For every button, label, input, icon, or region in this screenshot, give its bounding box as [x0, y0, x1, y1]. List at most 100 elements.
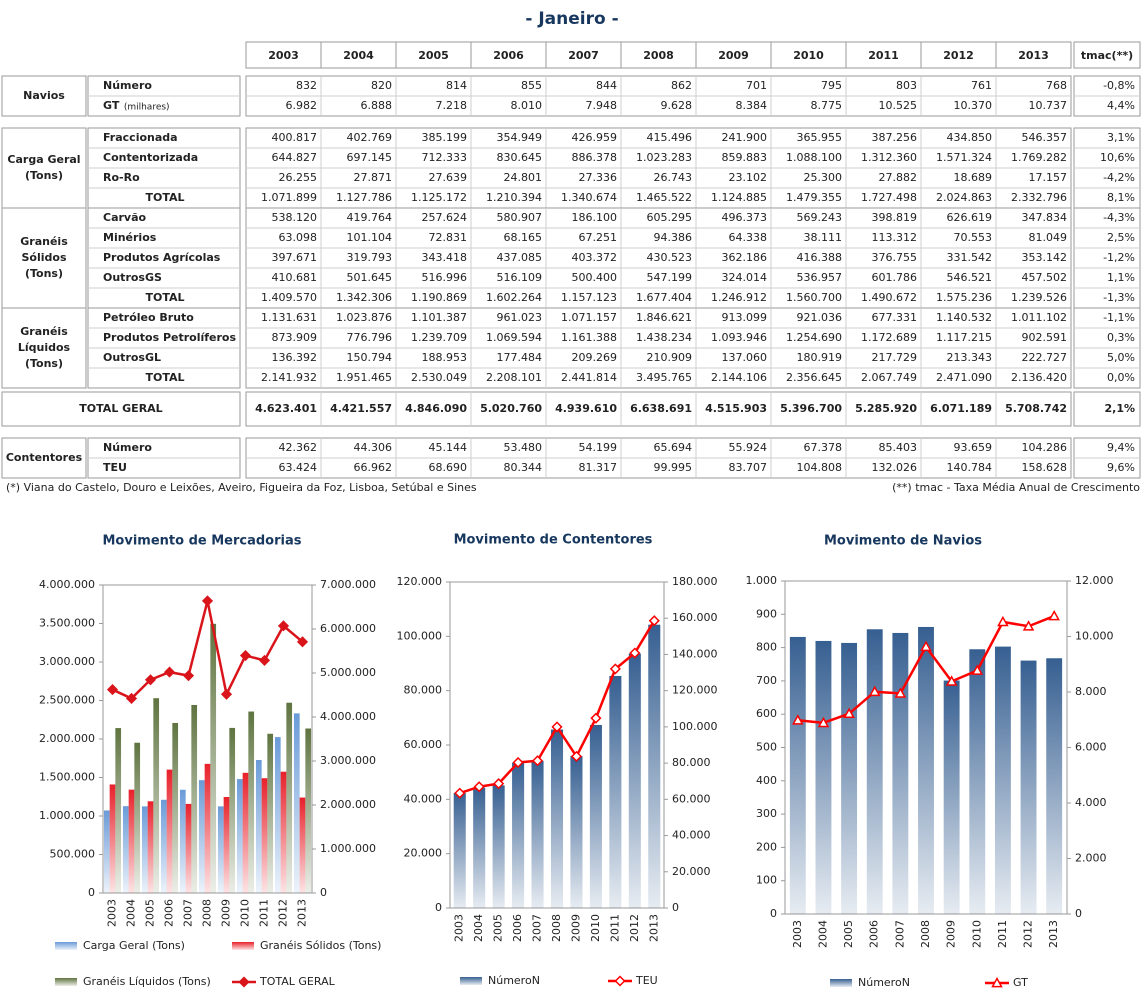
- cell-value: 7.948: [586, 99, 618, 112]
- bar: [609, 675, 622, 908]
- cell-value: 1.571.324: [936, 151, 992, 164]
- y-tick-label: 40.000: [404, 792, 443, 805]
- cell-value: 1.071.157: [561, 311, 617, 324]
- tmac-cell: [1073, 391, 1141, 427]
- group-cell: [1, 127, 87, 209]
- tmac-value: 0,0%: [1107, 371, 1135, 384]
- cell-value: 832: [296, 79, 317, 92]
- x-tick-label: 2008: [919, 920, 932, 948]
- cell-value: 803: [896, 79, 917, 92]
- y-tick-label: 1.000.000: [39, 809, 95, 822]
- bar: [141, 806, 148, 893]
- x-tick-label: 2003: [106, 899, 119, 927]
- x-tick-label: 2013: [1047, 920, 1060, 948]
- cell-value: 85.403: [879, 441, 918, 454]
- cell-value: 547.199: [647, 271, 693, 284]
- cell-value: 347.834: [1022, 211, 1068, 224]
- cell-value: 1.342.306: [336, 291, 392, 304]
- legend-swatch: [232, 942, 254, 950]
- cell-value: 1.239.709: [411, 331, 467, 344]
- group-cell: [1, 75, 87, 117]
- cell-value: 677.331: [872, 311, 918, 324]
- cell-value: 1.093.946: [711, 331, 767, 344]
- legend-label: TOTAL GERAL: [259, 975, 336, 988]
- cell-value: 7.218: [436, 99, 468, 112]
- header-year: 2013: [1018, 49, 1049, 62]
- y-tick-label: 600: [756, 707, 777, 720]
- cell-value: 516.996: [422, 271, 468, 284]
- cell-value: 1.101.387: [411, 311, 467, 324]
- line-marker: [1022, 620, 1035, 631]
- cell-value: 64.338: [729, 231, 768, 244]
- header-year: 2008: [643, 49, 674, 62]
- y2-tick-label: 3.000.000: [320, 754, 376, 767]
- group-label: (Tons): [25, 357, 63, 370]
- cell-value: 830.645: [497, 151, 543, 164]
- tmac-value: 1,1%: [1107, 271, 1135, 284]
- legend-marker: [614, 975, 626, 987]
- tmac-value: 10,6%: [1100, 151, 1135, 164]
- bar: [274, 737, 281, 893]
- group-cell: [1, 207, 87, 309]
- cell-value: 26.255: [279, 171, 318, 184]
- footnote: (*) Viana do Castelo, Douro e Leixões, A…: [6, 481, 477, 494]
- y2-tick-label: 40.000: [672, 829, 711, 842]
- cell-value: 68.690: [429, 461, 468, 474]
- cell-value: 2.141.932: [261, 371, 317, 384]
- cell-value: 8.010: [511, 99, 543, 112]
- cell-value: 80.344: [504, 461, 543, 474]
- cell-value: 416.388: [797, 251, 843, 264]
- x-tick-label: 2012: [1022, 920, 1035, 948]
- cell-value: 188.953: [422, 351, 468, 364]
- tmac-value: -1,1%: [1103, 311, 1135, 324]
- cell-value: 186.100: [572, 211, 618, 224]
- tmac-value: 8,1%: [1107, 191, 1135, 204]
- cell-value: 68.165: [504, 231, 543, 244]
- cell-value: 1.490.672: [861, 291, 917, 304]
- y2-tick-label: 100.000: [672, 720, 718, 733]
- cell-value: 873.909: [272, 331, 318, 344]
- row-label: Minérios: [103, 231, 157, 244]
- cell-value: 9.628: [661, 99, 693, 112]
- y-tick-label: 3.500.000: [39, 617, 95, 630]
- cell-value: 63.098: [279, 231, 318, 244]
- x-tick-label: 2003: [791, 920, 804, 948]
- x-tick-label: 2005: [492, 914, 505, 942]
- tmac-value: 9,4%: [1107, 441, 1135, 454]
- y2-tick-label: 2.000.000: [320, 798, 376, 811]
- cell-value: 362.186: [722, 251, 768, 264]
- row-label: Petróleo Bruto: [103, 311, 194, 324]
- y-tick-label: 20.000: [404, 847, 443, 860]
- row-label-cell: [87, 207, 241, 309]
- bar: [109, 784, 116, 893]
- tmac-value: 3,1%: [1107, 131, 1135, 144]
- y-tick-label: 0: [88, 886, 95, 899]
- cell-value: 538.120: [272, 211, 318, 224]
- x-tick-label: 2008: [550, 914, 563, 942]
- cell-value: 426.959: [572, 131, 618, 144]
- line-marker: [971, 664, 984, 675]
- bar: [866, 629, 883, 914]
- y-tick-label: 2.500.000: [39, 694, 95, 707]
- cell-value: 403.372: [572, 251, 618, 264]
- line-marker: [473, 781, 485, 793]
- cell-value: 1.438.234: [636, 331, 692, 344]
- cell-value: 104.286: [1022, 441, 1068, 454]
- cell-value: 402.769: [347, 131, 393, 144]
- header-cell: [320, 41, 397, 69]
- cell-value: 27.639: [429, 171, 468, 184]
- x-tick-label: 2009: [569, 914, 582, 942]
- line-marker: [239, 649, 252, 662]
- bar: [217, 806, 224, 893]
- cell-value: 1.088.100: [786, 151, 842, 164]
- x-tick-label: 2007: [182, 899, 195, 927]
- cell-value: 1.161.388: [561, 331, 617, 344]
- y-tick-label: 200: [756, 840, 777, 853]
- cell-value: 4.515.903: [705, 402, 767, 415]
- cell-value: 257.624: [422, 211, 468, 224]
- cell-value: 1.312.360: [861, 151, 917, 164]
- y2-tick-label: 0: [320, 886, 327, 899]
- cell-value: 1.124.885: [711, 191, 767, 204]
- cell-value: 1.023.283: [636, 151, 692, 164]
